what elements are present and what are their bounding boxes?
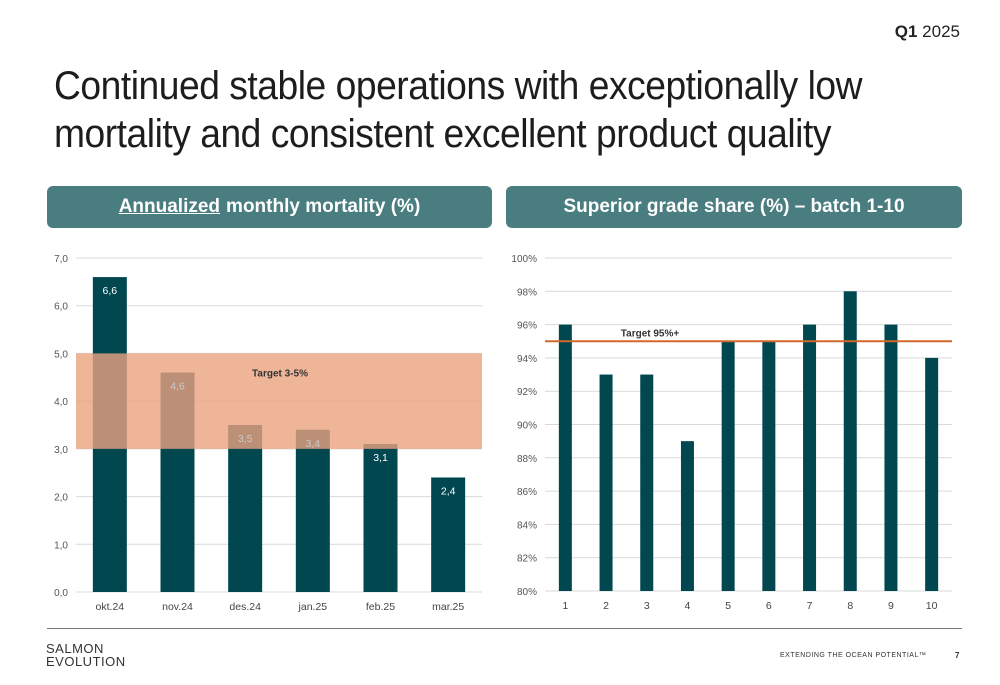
y-tick-label: 80%: [517, 587, 537, 598]
y-tick-label: 3,0: [54, 445, 68, 456]
tagline: EXTENDING THE OCEAN POTENTIAL™: [780, 652, 927, 659]
bar: [295, 429, 330, 592]
quarter-label: Q1 2025: [895, 22, 960, 42]
y-tick-label: 2,0: [54, 493, 68, 504]
heading-underlined: Annualized: [118, 196, 221, 217]
bar: [558, 324, 572, 591]
bar: [803, 324, 817, 591]
x-tick-label: okt.24: [96, 601, 125, 613]
x-tick-label: feb.25: [366, 601, 395, 613]
x-tick-label: 3: [644, 600, 650, 612]
data-label: 3,5: [238, 433, 253, 445]
footer-divider: [47, 628, 962, 629]
grade-panel-heading: Superior grade share (%) – batch 1-10: [506, 186, 962, 228]
y-tick-label: 6,0: [54, 302, 68, 313]
y-tick-label: 94%: [517, 354, 537, 365]
data-label: 2,4: [441, 485, 456, 497]
x-tick-label: nov.24: [162, 601, 193, 613]
x-tick-label: jan.25: [298, 601, 328, 613]
bar: [925, 357, 939, 591]
y-tick-label: 0,0: [54, 588, 68, 599]
x-tick-label: 5: [725, 600, 731, 612]
y-tick-label: 86%: [517, 487, 537, 498]
bar: [721, 341, 735, 591]
page-number: 7: [955, 651, 960, 660]
data-label: 4,6: [170, 381, 185, 393]
mortality-chart: 0,0 1,0 2,0 3,0 4,0 5,0 6,0 7,0 okt.24 nov.24 des.…: [54, 254, 482, 613]
y-tick-label: 7,0: [54, 254, 68, 265]
target-label: Target 95%+: [621, 328, 680, 339]
page-title: Continued stable operations with excepti…: [54, 64, 863, 156]
y-tick-label: 1,0: [54, 540, 68, 551]
logo-line2: EVOLUTION: [46, 654, 126, 669]
y-tick-label: 100%: [511, 254, 537, 265]
y-tick-label: 88%: [517, 454, 537, 465]
y-tick-label: 96%: [517, 321, 537, 332]
x-tick-label: des.24: [229, 601, 261, 613]
bar: [599, 374, 613, 591]
x-tick-label: 8: [847, 600, 853, 612]
quarter-year: 2025: [922, 22, 960, 41]
bar: [228, 425, 263, 592]
quarter-bold: Q1: [894, 22, 918, 41]
x-tick-label: 10: [926, 600, 938, 612]
y-tick-label: 5,0: [54, 349, 68, 360]
bar: [884, 324, 898, 591]
data-label: 6,6: [103, 285, 118, 297]
target-band: [76, 353, 482, 449]
grade-share-chart: 80% 82% 84% 86% 88% 90% 92% 94% 96% 98% 100% 1 2 3 4 5 6…: [511, 254, 952, 612]
x-tick-label: 9: [888, 600, 894, 612]
x-tick-label: 7: [807, 600, 813, 612]
x-tick-label: 4: [685, 600, 691, 612]
logo-line1: SALMON: [46, 641, 104, 656]
company-logo: SALMON EVOLUTION: [46, 642, 126, 668]
y-tick-label: 98%: [517, 287, 537, 298]
bar: [843, 291, 857, 591]
data-label: 3,4: [306, 438, 321, 450]
target-label: Target 3-5%: [252, 369, 308, 380]
bar: [680, 441, 694, 591]
bar: [431, 477, 466, 592]
y-tick-label: 4,0: [54, 397, 68, 408]
x-tick-label: 2: [603, 600, 609, 612]
bar: [363, 444, 398, 592]
mortality-panel-heading: Annualized monthly mortality (%): [47, 186, 492, 228]
x-tick-label: 6: [766, 600, 772, 612]
y-tick-label: 82%: [517, 554, 537, 565]
bar: [640, 374, 654, 591]
heading-rest: monthly mortality (%): [226, 196, 421, 217]
y-tick-label: 90%: [517, 421, 537, 432]
x-tick-label: 1: [562, 600, 568, 612]
data-label: 3,1: [373, 452, 388, 464]
x-tick-label: mar.25: [432, 601, 464, 613]
y-tick-label: 92%: [517, 387, 537, 398]
bar: [762, 341, 776, 591]
y-tick-label: 84%: [517, 520, 537, 531]
